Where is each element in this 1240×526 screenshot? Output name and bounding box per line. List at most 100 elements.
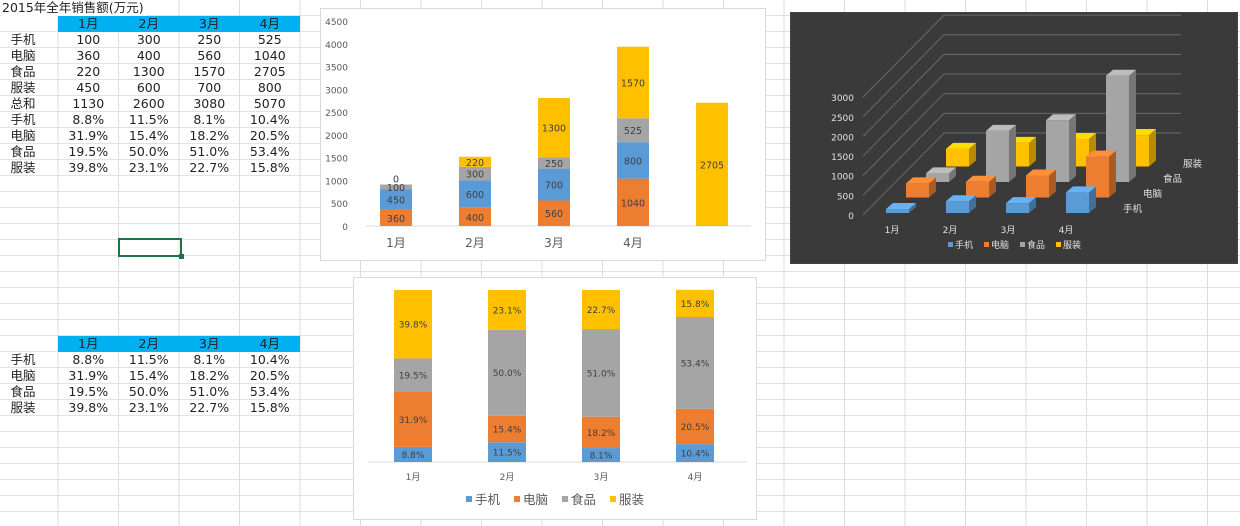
value-cell[interactable]: 700 (197, 80, 222, 95)
value-cell[interactable]: 250 (197, 32, 222, 47)
row-label[interactable]: 电脑 (10, 48, 36, 63)
row-label[interactable]: 食品 (10, 64, 36, 79)
value-cell[interactable]: 18.2% (189, 368, 230, 383)
value-cell[interactable]: 51.0% (189, 144, 230, 159)
value-cell[interactable]: 10.4% (249, 352, 290, 367)
value-cell[interactable]: 31.9% (68, 128, 109, 143)
value-cell[interactable]: 22.7% (189, 160, 230, 175)
value-cell[interactable]: 11.5% (128, 352, 169, 367)
value-cell[interactable]: 360 (76, 48, 101, 63)
value-cell[interactable]: 15.4% (128, 128, 169, 143)
bar-side (929, 177, 936, 198)
value-cell[interactable]: 11.5% (128, 112, 169, 127)
value-cell[interactable]: 20.5% (249, 368, 290, 383)
month-header[interactable]: 3月 (179, 336, 240, 352)
month-header[interactable]: 1月 (58, 336, 119, 352)
gridline (862, 73, 1181, 157)
percent-stacked-chart[interactable]: 8.8% 11.5% 8.1% 10.4% 31.9% 15.4% 18.2% 20.5% 19… (353, 277, 757, 520)
value-cell[interactable]: 300 (136, 32, 161, 47)
selected-cell[interactable] (118, 238, 184, 259)
value-cell[interactable]: 8.8% (72, 352, 105, 367)
data-label: 1040 (621, 198, 645, 209)
y-tick-label: 2000 (831, 133, 854, 143)
value-cell[interactable]: 18.2% (189, 128, 230, 143)
value-cell[interactable]: 31.9% (68, 368, 109, 383)
sheet-title[interactable]: 2015年全年销售额(万元) (2, 0, 146, 16)
value-cell[interactable]: 39.8% (68, 400, 109, 415)
value-cell[interactable]: 53.4% (249, 384, 290, 399)
value-cell[interactable]: 22.7% (189, 400, 230, 415)
x-tick-label: 2月 (500, 472, 515, 483)
y-tick-label: 1500 (831, 153, 854, 163)
value-cell[interactable]: 8.1% (193, 112, 226, 127)
value-cell[interactable]: 8.1% (193, 352, 226, 367)
bar-front (906, 183, 929, 198)
value-cell[interactable]: 5070 (253, 96, 286, 111)
row-label[interactable]: 服装 (10, 80, 36, 95)
value-cell[interactable]: 600 (136, 80, 161, 95)
value-cell[interactable]: 19.5% (68, 144, 109, 159)
bar-top (946, 142, 976, 149)
value-cell[interactable]: 23.1% (128, 160, 169, 175)
legend-swatch (466, 496, 472, 502)
row-label[interactable]: 食品 (10, 144, 36, 159)
value-cell[interactable]: 2600 (132, 96, 165, 111)
bar-front (986, 130, 1009, 182)
value-cell[interactable]: 51.0% (189, 384, 230, 399)
value-cell[interactable]: 10.4% (249, 112, 290, 127)
value-cell[interactable]: 50.0% (128, 384, 169, 399)
bar-segment (459, 207, 491, 226)
month-header[interactable]: 4月 (239, 16, 300, 32)
row-label[interactable]: 手机 (10, 352, 36, 367)
row-label[interactable]: 电脑 (10, 128, 36, 143)
month-header[interactable]: 4月 (239, 336, 300, 352)
value-cell[interactable]: 220 (76, 64, 101, 79)
value-cell[interactable]: 23.1% (128, 400, 169, 415)
value-cell[interactable]: 15.8% (249, 400, 290, 415)
row-label[interactable]: 服装 (10, 400, 36, 415)
value-cell[interactable]: 1130 (72, 96, 105, 111)
row-label[interactable]: 服装 (10, 160, 36, 175)
value-cell[interactable]: 53.4% (249, 144, 290, 159)
x-tick-label: 2月 (465, 236, 485, 250)
value-cell[interactable]: 15.4% (128, 368, 169, 383)
row-label[interactable]: 手机 (10, 112, 36, 127)
bar-side (1129, 69, 1136, 182)
row-label[interactable]: 食品 (10, 384, 36, 399)
value-cell[interactable]: 15.8% (249, 160, 290, 175)
value-cell[interactable]: 50.0% (128, 144, 169, 159)
bar-segment (459, 166, 491, 181)
corner-cell[interactable] (0, 336, 58, 352)
month-header[interactable]: 2月 (118, 336, 179, 352)
value-cell[interactable]: 525 (257, 32, 282, 47)
value-cell[interactable]: 39.8% (68, 160, 109, 175)
stacked-column-chart[interactable]: 0 500 1000 1500 2000 2500 3000 3500 4000 4500 1月 2月… (320, 8, 766, 261)
y-tick-label: 2500 (831, 114, 854, 124)
bar-front (1026, 175, 1049, 198)
3d-column-chart[interactable]: 0 500 1000 1500 2000 2500 3000 1月 2月 3月 4月 手机 电脑 食品 服装… (790, 12, 1238, 264)
corner-cell[interactable] (0, 16, 58, 32)
value-cell[interactable]: 19.5% (68, 384, 109, 399)
data-label: 15.8% (681, 300, 710, 310)
value-cell[interactable]: 800 (257, 80, 282, 95)
value-cell[interactable]: 400 (136, 48, 161, 63)
value-cell[interactable]: 20.5% (249, 128, 290, 143)
value-cell[interactable]: 8.8% (72, 112, 105, 127)
month-header[interactable]: 3月 (179, 16, 240, 32)
value-cell[interactable]: 1570 (193, 64, 226, 79)
month-header[interactable]: 2月 (118, 16, 179, 32)
bar-top (1066, 186, 1096, 193)
bar-top (1006, 197, 1036, 204)
value-cell[interactable]: 1300 (132, 64, 165, 79)
value-cell[interactable]: 450 (76, 80, 101, 95)
value-cell[interactable]: 1040 (253, 48, 286, 63)
row-label[interactable]: 手机 (10, 32, 36, 47)
row-label[interactable]: 总和 (10, 96, 36, 111)
value-cell[interactable]: 3080 (193, 96, 226, 111)
value-cell[interactable]: 100 (76, 32, 101, 47)
row-label[interactable]: 电脑 (10, 368, 36, 383)
month-header[interactable]: 1月 (58, 16, 119, 32)
value-cell[interactable]: 560 (197, 48, 222, 63)
data-label: 8.8% (402, 451, 425, 461)
value-cell[interactable]: 2705 (253, 64, 286, 79)
